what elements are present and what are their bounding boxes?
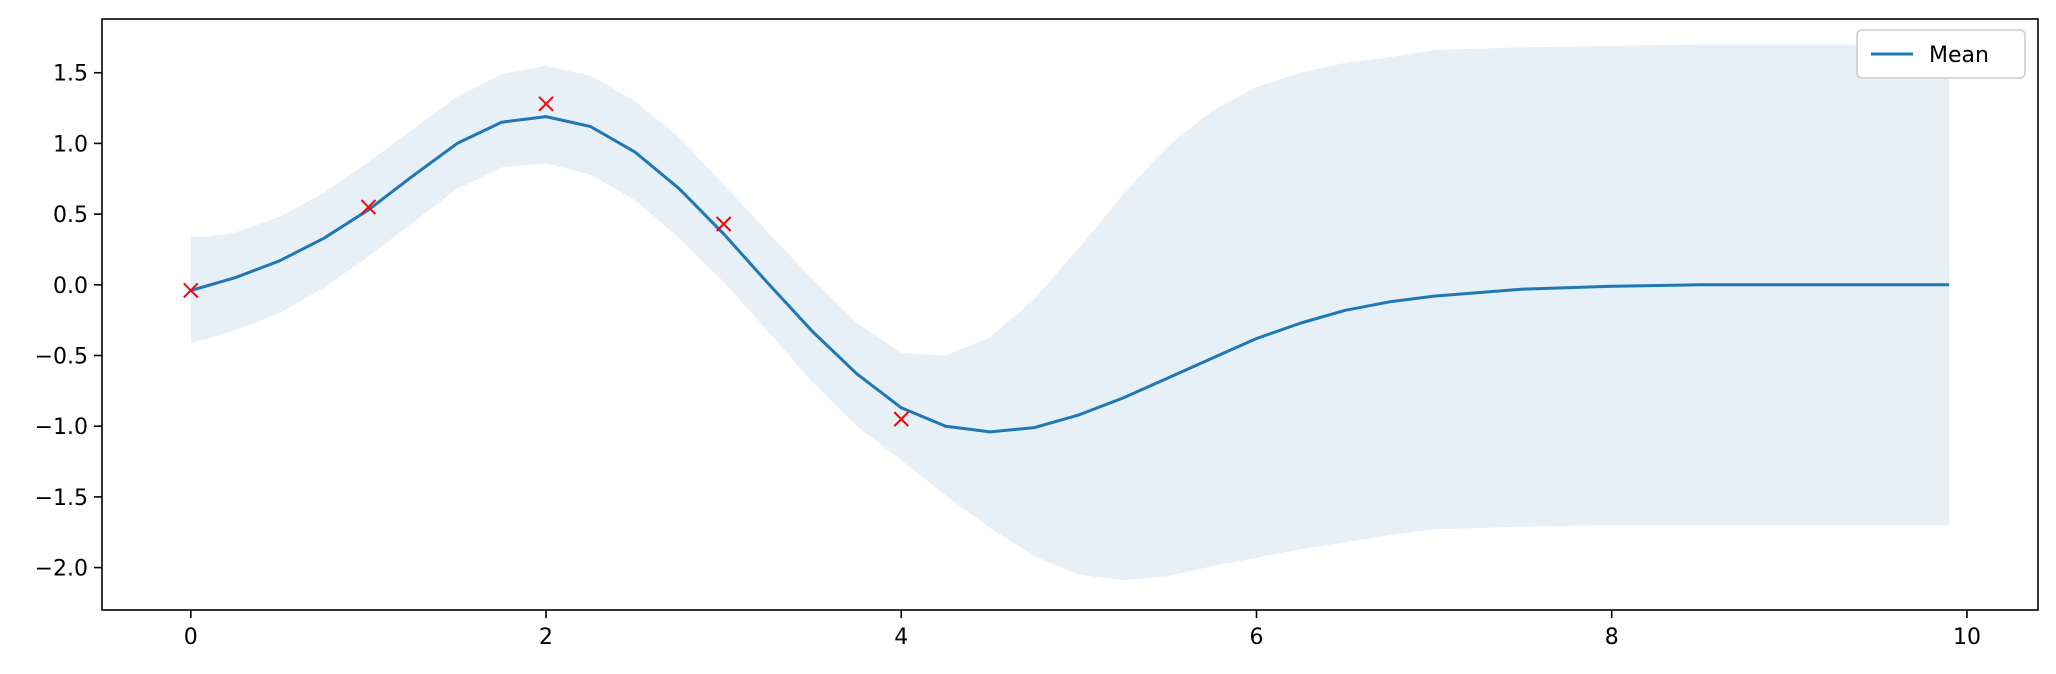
y-tick-label: 0.0: [53, 274, 88, 299]
observation-marker: [183, 282, 199, 299]
y-tick-label: −1.0: [35, 415, 88, 440]
y-tick-label: −1.5: [35, 486, 88, 511]
x-tick-label: 4: [894, 625, 908, 650]
y-tick-label: −2.0: [35, 557, 88, 582]
observation-markers-layer: [183, 96, 909, 427]
x-tick-label: 0: [184, 625, 198, 650]
observation-marker: [360, 199, 377, 215]
confidence-band-layer: [190, 44, 1950, 581]
x-tick-label: 2: [539, 625, 553, 650]
y-axis: −2.0 −1.5 −1.0 −0.5 0.0 0.5 1.0 1.5: [35, 62, 102, 582]
observation-marker: [715, 216, 732, 232]
y-tick-label: 1.5: [53, 62, 88, 87]
mean-line: [190, 115, 1950, 434]
legend-label-mean: Mean: [1929, 43, 1989, 68]
x-tick-label: 6: [1249, 625, 1263, 650]
plot-frame: [101, 18, 2039, 611]
y-tick-label: 0.5: [53, 203, 88, 228]
x-tick-label: 8: [1605, 625, 1619, 650]
observation-marker: [893, 411, 909, 427]
y-tick-label: −0.5: [35, 345, 88, 370]
x-tick-label: 10: [1953, 625, 1981, 650]
legend-box: [1856, 29, 2026, 79]
x-axis: 0 2 4 6 8 10: [184, 610, 1981, 650]
confidence-band: [190, 44, 1950, 581]
observation-marker: [538, 96, 554, 112]
legend: Mean: [1856, 29, 2026, 79]
mean-line-layer: [190, 115, 1950, 434]
y-tick-label: 1.0: [53, 132, 88, 157]
